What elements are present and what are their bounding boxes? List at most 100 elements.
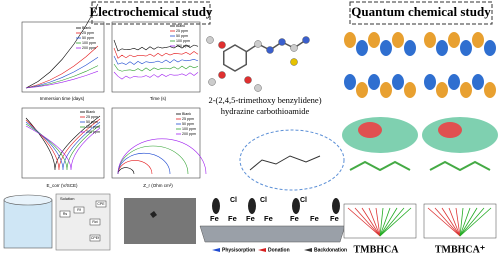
orbital-lobe [404,82,416,98]
circuit-label: CPE [97,202,105,206]
plot-curve [117,152,171,175]
esp-map [342,117,418,153]
axis-label: Immersion time (days) [40,96,85,101]
orbital-lobe [448,32,460,48]
circuit-element [89,218,101,226]
metal-label: Fe [310,214,319,223]
plot-frame [111,21,201,93]
orbital-lobe [392,74,404,90]
dos-line [347,207,381,237]
dos-line [361,207,381,237]
dos-line [459,207,478,237]
metal-label: Fe [264,214,273,223]
legend-label: Blank [176,24,185,28]
legend-label: Blank [182,112,191,116]
legend-label: 25 ppm [182,117,194,121]
orbital-lobe [368,32,380,48]
orbital-lobe [344,32,356,48]
orbital-lobe [472,74,484,90]
molecule-stick [349,160,411,172]
orbital-lobe [424,32,436,48]
metal-label: Fe [246,214,255,223]
cell-beaker [3,199,53,249]
molecule-name: 2-(2,4,5-trimethoxy benzylidene) [208,95,321,105]
molecule-name: hydrazine carbothioamide [221,106,310,116]
metal-surface [199,225,346,243]
dos-line [379,207,405,237]
plot-frame [21,21,105,93]
legend-label: 100 ppm [176,39,190,43]
legend-label: 100 ppm [86,125,100,129]
orbital-lobe [368,74,380,90]
dos-line [368,207,381,237]
dos-line [441,207,461,237]
plot-curve [113,39,199,52]
section-title: Quantum chemical study [351,4,491,19]
molecule-atom [244,76,252,84]
orbital-lobe [356,40,368,56]
plot-curve [25,45,99,89]
dos-line [354,207,381,237]
metal-label: Fe [290,214,299,223]
plot-curve [117,145,189,175]
molecule-atom [218,41,226,49]
orbital-lobe [392,32,404,48]
esp-map [422,117,498,153]
molecule-atom [278,38,286,46]
orbital-lobe [460,40,472,56]
molecule-atom [206,36,214,44]
legend-label: 100 ppm [182,127,196,131]
legend-arrow [258,248,266,252]
dos-line [459,207,464,237]
plot-curve [25,3,99,89]
circuit-label: Rf [77,208,81,212]
plot-curve [25,125,101,171]
circuit-label: Rs [63,212,68,216]
orbital-lobe [212,198,220,214]
legend-label: 200 ppm [182,132,196,136]
legend-label: 50 ppm [182,122,194,126]
orbital-lobe [472,32,484,48]
legend-label: Backdonation [314,247,347,253]
molecule-stick [429,160,491,172]
legend-label: 200 ppm [86,130,100,134]
circuit-label: Solution [60,196,74,201]
molecule-atom [254,40,262,48]
plot-curve [113,63,199,72]
halide-label: Cl [230,197,237,204]
sem-feature [150,211,157,218]
plot-curve [113,55,199,65]
legend-label: Blank [86,110,95,114]
metal-label: Fe [210,214,219,223]
dos-line [448,207,461,237]
orbital-lobe [380,40,392,56]
axis-label: Time (s) [150,96,167,101]
orbital-lobe [404,40,416,56]
adsorption-zone [239,129,345,191]
dos-line [459,207,471,237]
halide-label: Cl [300,197,307,204]
axis-label: E_corr (V/SCE) [46,183,78,188]
legend-label: 25 ppm [82,31,94,35]
molecule-atom [254,84,262,92]
orbital-lobe [460,82,472,98]
legend-label: 50 ppm [82,36,94,40]
halide-label: Cl [260,197,267,204]
plot-frame [21,107,105,179]
circuit-element [59,210,71,218]
circuit-element [95,200,107,208]
dos-line [379,207,391,237]
legend-label: Donation [268,247,290,253]
orbital-lobe [436,40,448,56]
legend-label: 25 ppm [176,29,188,33]
molecule-ring [222,44,248,72]
sem-image [124,198,196,244]
legend-label: Blank [82,26,91,30]
orbital-lobe [448,74,460,90]
dos-line [434,207,461,237]
compound-label: TMBHCA [354,244,400,255]
plot-frame [111,107,201,179]
dos-line [379,207,384,237]
orbital-lobe [332,198,340,214]
circuit-label: CPEf [91,236,99,240]
